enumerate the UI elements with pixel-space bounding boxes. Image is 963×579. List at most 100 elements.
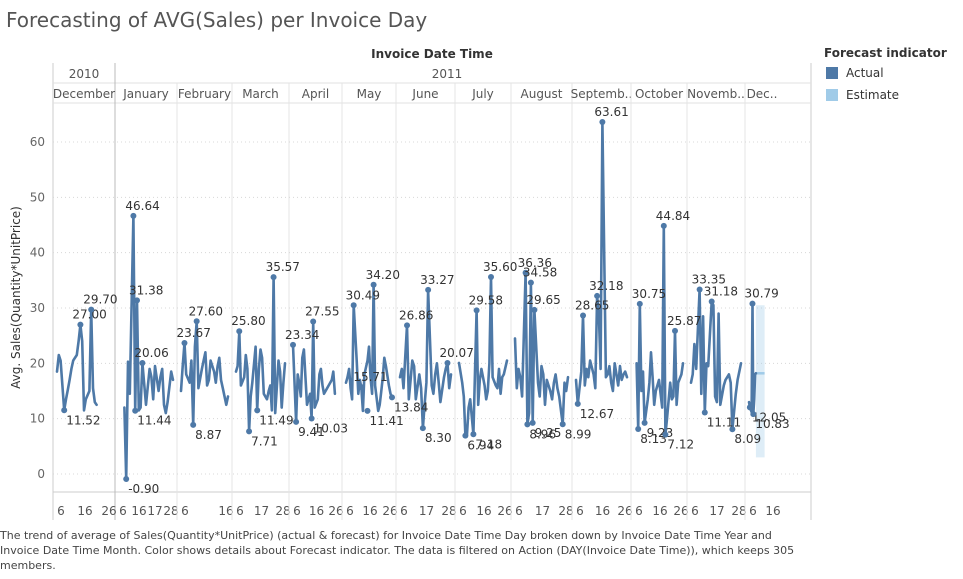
data-point-marker [529,419,536,426]
data-label: 25.87 [667,314,701,328]
data-label: 33.35 [692,272,726,286]
actual-series-line [457,275,509,437]
x-tick-label: 26 [328,504,343,518]
x-tick-label: 26 [101,504,116,518]
x-tick-label: 28 [163,504,178,518]
x-tick-label: 6 [576,504,584,518]
data-point-marker [181,340,188,347]
data-label: 7.12 [667,438,694,452]
data-label: 7.18 [475,437,502,451]
month-label: Novemb.. [687,87,745,101]
data-label: 36.36 [518,256,552,270]
data-label: 27.00 [72,308,106,322]
legend-label-actual: Actual [846,66,884,80]
data-point-marker [130,212,137,219]
data-point-marker [746,404,753,411]
data-label: 29.65 [526,293,560,307]
data-point-marker [293,418,300,425]
month-label: Septemb.. [571,87,633,101]
chart-caption: The trend of average of Sales(Quantity*U… [0,529,795,572]
data-point-marker [470,431,477,438]
data-point-marker [290,341,296,348]
x-tick-label: 28 [275,504,290,518]
data-label: 12.05 [752,410,786,424]
data-label: 44.84 [656,209,690,223]
data-point-marker [559,421,566,428]
actual-series-line [574,120,629,406]
data-label: 9.25 [535,426,562,440]
x-tick-label: 28 [441,504,456,518]
data-label: 10.83 [755,417,789,431]
data-label: 13.84 [394,400,428,414]
month-label: October [635,87,683,101]
x-tick-label: 6 [346,504,354,518]
data-point-marker [190,421,197,428]
data-label: 63.61 [594,105,628,119]
legend: Forecast indicator Actual Estimate [824,46,947,110]
x-tick-label: 6 [57,504,65,518]
data-point-marker [134,297,140,304]
data-point-marker [77,321,84,328]
data-point-marker [462,432,469,439]
data-point-marker [635,426,642,433]
month-label: January [122,87,169,101]
data-point-marker [636,300,643,307]
y-tick-label: 10 [30,412,45,426]
actual-series-line [179,319,230,427]
data-point-marker [531,306,538,313]
data-label: 11.41 [369,414,403,428]
data-label: 7.71 [251,434,278,448]
data-point-marker [527,279,534,286]
x-tick-label: 6 [293,504,301,518]
data-label: 27.55 [305,305,339,319]
data-point-marker [236,328,243,335]
data-label: 30.75 [632,287,666,301]
month-label: March [242,87,279,101]
x-tick-label: 17 [254,504,269,518]
x-tick-label: 17 [709,504,724,518]
data-label: 8.13 [640,432,667,446]
month-label: June [411,87,438,101]
data-label: 32.18 [589,279,623,293]
actual-series-line [123,214,175,481]
data-point-marker [132,407,139,414]
y-tick-label: 60 [30,135,45,149]
data-point-marker [139,360,146,367]
data-point-marker [61,407,68,414]
data-point-marker [364,407,371,414]
x-tick-label: 16 [218,504,233,518]
data-point-marker [246,428,253,435]
x-tick-label: 17 [419,504,434,518]
data-label: 35.57 [266,260,300,274]
year-label-2011: 2011 [432,67,463,81]
data-label: 8.99 [565,427,592,441]
data-label: 31.38 [129,283,163,297]
data-point-marker [358,384,365,391]
data-point-marker [750,411,757,418]
data-label: 23.67 [176,326,210,340]
data-label: 46.64 [125,199,159,213]
data-point-marker [574,400,581,407]
data-label: 15.71 [353,370,387,384]
data-label: 29.58 [469,293,503,307]
y-tick-label: 40 [30,246,45,260]
legend-item-estimate[interactable]: Estimate [826,88,947,102]
month-label: February [178,87,231,101]
data-point-marker [594,292,601,299]
legend-item-actual[interactable]: Actual [826,66,947,80]
x-tick-label: 17 [535,504,550,518]
y-axis-label: Avg. Sales(Quantity*UnitPrice) [9,206,23,389]
data-label: 8.87 [195,428,222,442]
data-label: 28.65 [575,298,609,312]
x-tick-label: 6 [515,504,523,518]
x-tick-label: 16 [309,504,324,518]
x-tick-label: 17 [147,504,162,518]
data-label: 10.03 [314,422,348,436]
data-point-marker [729,426,736,433]
data-point-marker [662,431,669,438]
x-tick-label: 6 [749,504,757,518]
data-point-marker [350,302,357,309]
data-point-marker [444,359,451,366]
data-label: -0.90 [128,482,159,496]
